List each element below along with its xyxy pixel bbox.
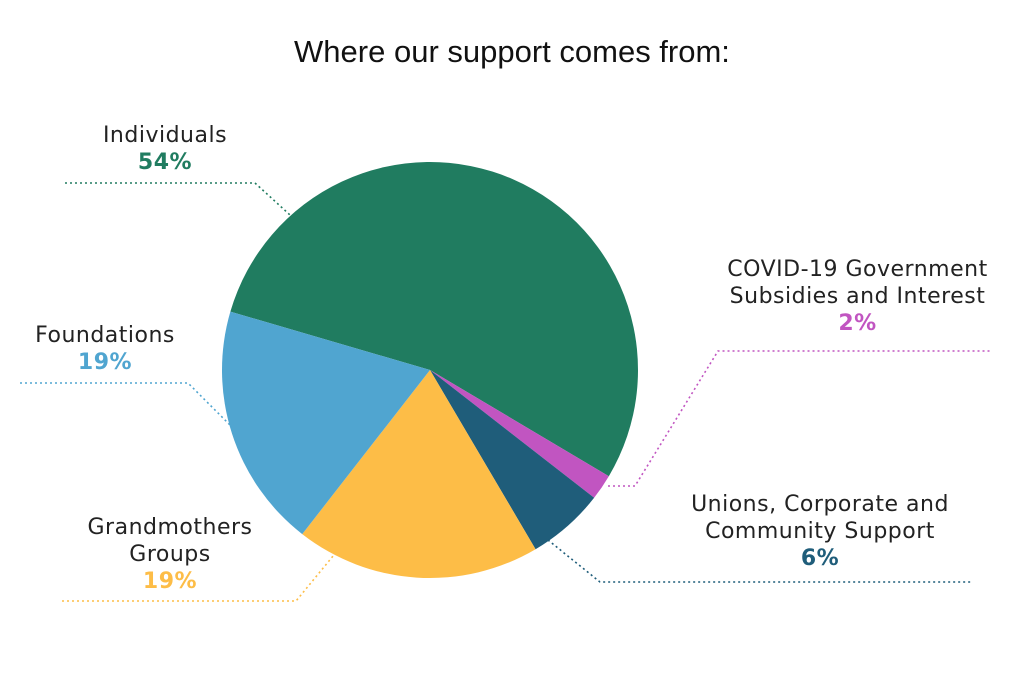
leader-line	[65, 182, 291, 216]
pie-slice	[230, 161, 638, 477]
slice-label: Foundations 19%	[5, 322, 205, 376]
slice-label: Individuals 54%	[45, 122, 285, 176]
category-label: COVID-19 Government Subsidies and Intere…	[727, 257, 988, 309]
pie-slice	[430, 370, 595, 550]
value-label: 19%	[142, 569, 198, 594]
slice-label: COVID-19 Government Subsidies and Intere…	[705, 256, 1010, 337]
pie-slice	[302, 370, 536, 579]
pie-slice	[430, 370, 609, 498]
category-label: Foundations	[35, 323, 175, 348]
value-label: 54%	[137, 150, 193, 175]
chart-title: Where our support comes from:	[294, 34, 730, 69]
leader-line	[608, 350, 990, 487]
pie-slice	[222, 311, 430, 535]
category-label: Individuals	[102, 123, 228, 148]
value-label: 2%	[838, 311, 877, 336]
category-label: Unions, Corporate and Community Support	[691, 492, 949, 544]
slice-label: Unions, Corporate and Community Support 6…	[670, 491, 970, 572]
category-label: Grandmothers Groups	[87, 515, 253, 567]
slice-label: Grandmothers Groups 19%	[70, 514, 270, 595]
leader-line	[20, 382, 231, 426]
value-label: 19%	[77, 350, 133, 375]
value-label: 6%	[800, 546, 840, 571]
leader-line	[547, 539, 972, 583]
